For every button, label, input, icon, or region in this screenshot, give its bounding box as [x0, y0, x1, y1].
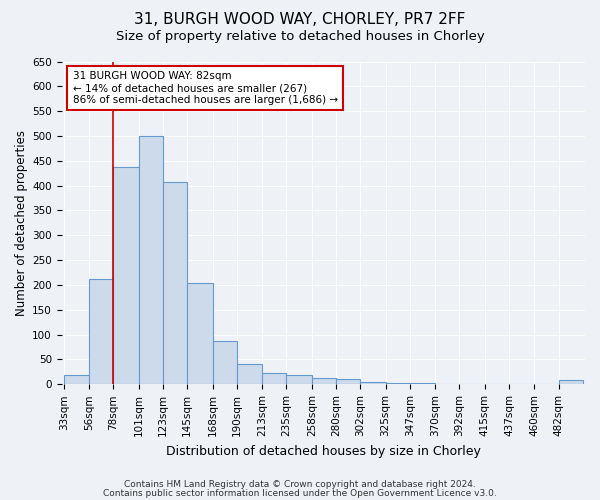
- Bar: [262, 373, 286, 384]
- Bar: [336, 380, 360, 384]
- Bar: [187, 282, 212, 384]
- Bar: [360, 382, 386, 384]
- Text: 31 BURGH WOOD WAY: 82sqm
← 14% of detached houses are smaller (267)
86% of semi-: 31 BURGH WOOD WAY: 82sqm ← 14% of detach…: [73, 72, 338, 104]
- Bar: [237, 364, 262, 384]
- Bar: [89, 279, 113, 384]
- Bar: [212, 341, 237, 384]
- Bar: [559, 380, 583, 384]
- Bar: [64, 376, 89, 384]
- X-axis label: Distribution of detached houses by size in Chorley: Distribution of detached houses by size …: [166, 444, 481, 458]
- Bar: [312, 378, 336, 384]
- Bar: [139, 136, 163, 384]
- Bar: [286, 376, 312, 384]
- Text: Size of property relative to detached houses in Chorley: Size of property relative to detached ho…: [116, 30, 484, 43]
- Bar: [163, 182, 187, 384]
- Y-axis label: Number of detached properties: Number of detached properties: [15, 130, 28, 316]
- Bar: [386, 383, 410, 384]
- Text: Contains HM Land Registry data © Crown copyright and database right 2024.: Contains HM Land Registry data © Crown c…: [124, 480, 476, 489]
- Text: 31, BURGH WOOD WAY, CHORLEY, PR7 2FF: 31, BURGH WOOD WAY, CHORLEY, PR7 2FF: [134, 12, 466, 28]
- Text: Contains public sector information licensed under the Open Government Licence v3: Contains public sector information licen…: [103, 488, 497, 498]
- Bar: [113, 167, 139, 384]
